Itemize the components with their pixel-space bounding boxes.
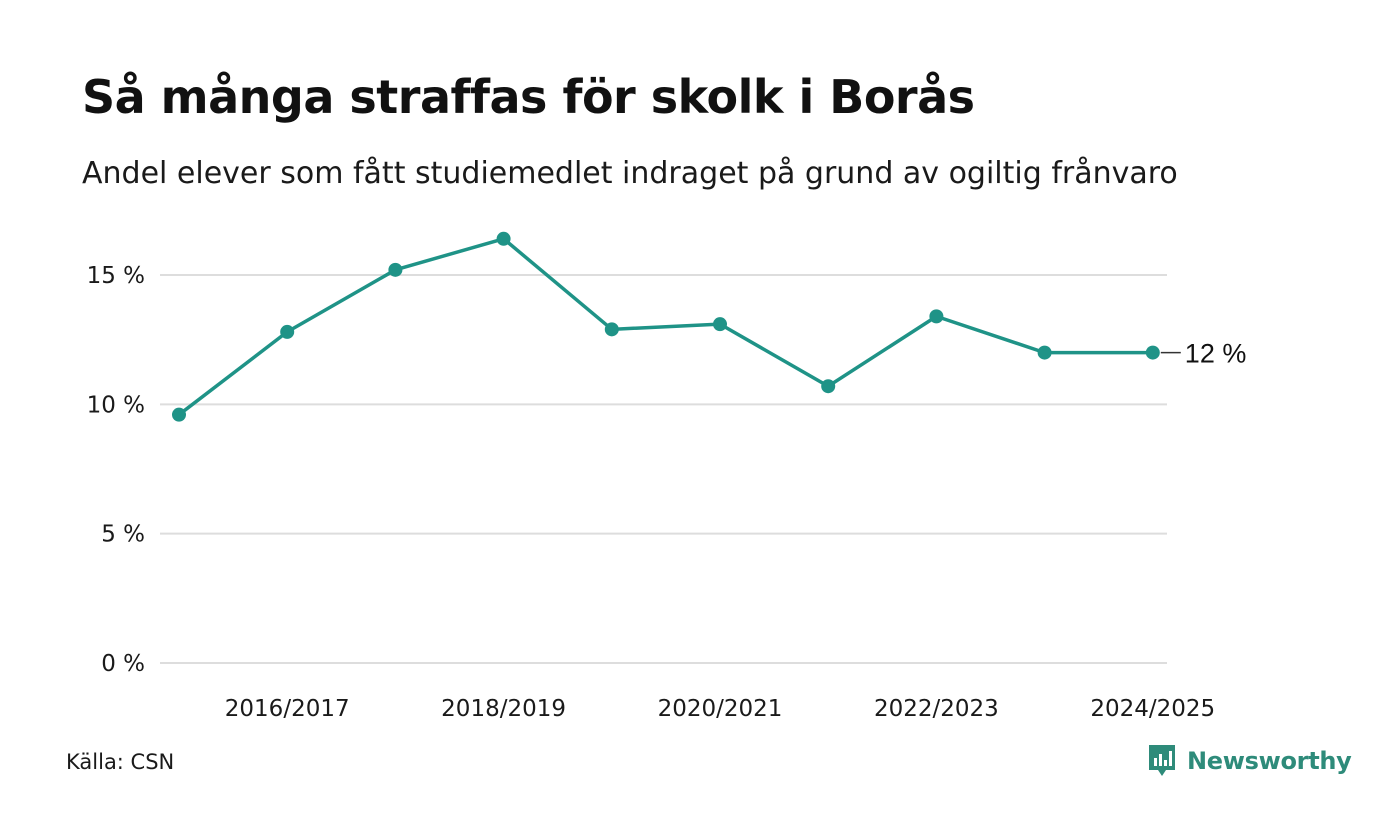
data-point — [172, 407, 186, 422]
source-note: Källa: CSN — [66, 750, 175, 774]
x-tick-label: 2022/2023 — [874, 696, 999, 722]
chart-title: Så många straffas för skolk i Borås — [82, 70, 975, 124]
series-line — [177, 237, 1153, 417]
y-tick-label: 0 % — [101, 651, 145, 677]
data-point — [1145, 345, 1160, 360]
x-tick-label: 2018/2019 — [441, 696, 566, 722]
x-tick-label: 2016/2017 — [225, 696, 350, 722]
x-tick-label: 2020/2021 — [658, 696, 783, 722]
data-point — [604, 322, 619, 337]
y-tick-label: 10 % — [87, 392, 145, 418]
data-point — [280, 324, 295, 339]
newsworthy-logo-icon — [1149, 745, 1175, 776]
y-tick-label: 15 % — [87, 263, 145, 289]
data-point — [1037, 345, 1052, 360]
brand-name: Newsworthy — [1187, 747, 1352, 775]
data-point — [496, 231, 511, 246]
data-point — [713, 317, 727, 332]
data-point — [929, 309, 944, 324]
y-tick-label: 5 % — [101, 522, 145, 548]
data-point — [388, 262, 403, 277]
end-value-label: 12 % — [1185, 339, 1247, 369]
x-tick-label: 2024/2025 — [1090, 696, 1215, 722]
chart-subtitle: Andel elever som fått studiemedlet indra… — [82, 156, 1178, 191]
brand-logo[interactable]: Newsworthy — [1147, 743, 1352, 779]
data-point — [821, 379, 836, 394]
